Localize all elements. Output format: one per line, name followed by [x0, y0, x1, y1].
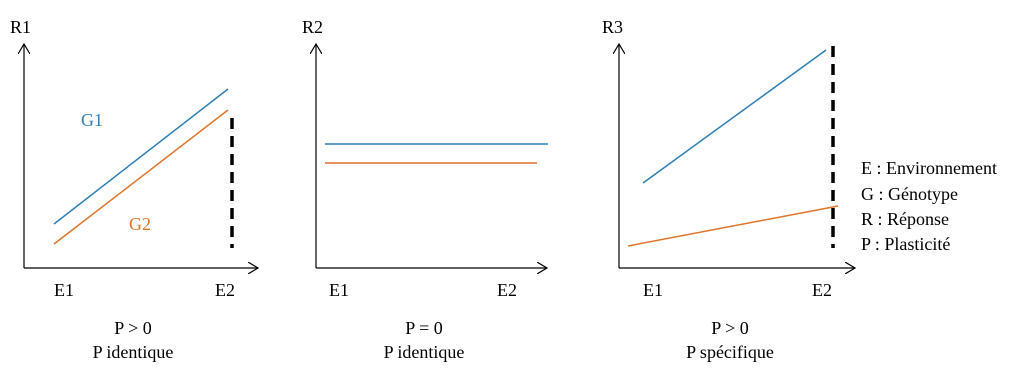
legend: E : Environnement G : Génotype R : Répon… [861, 158, 997, 254]
panel-1-caption-line2: P identique [93, 342, 174, 362]
panel-1-g2-label: G2 [129, 214, 151, 234]
panel-3: R3 E1 E2 P > 0 P spécifique [602, 17, 855, 362]
legend-item-plasticite: P : Plasticité [861, 234, 950, 254]
panel-3-g1-line [642, 49, 827, 184]
panel-3-x-start-label: E1 [643, 280, 663, 300]
panel-2: R2 E1 E2 P = 0 P identique [302, 17, 548, 362]
legend-item-genotype: G : Génotype [861, 184, 958, 204]
panel-1: R1 E1 E2 G1 G2 P > 0 P identique [10, 17, 258, 362]
panel-2-caption-line1: P = 0 [405, 318, 443, 338]
panel-1-y-label: R1 [10, 17, 31, 37]
panel-3-y-label: R3 [602, 17, 623, 37]
panel-1-x-end-label: E2 [215, 280, 235, 300]
panel-2-y-label: R2 [302, 17, 323, 37]
panel-2-x-end-label: E2 [497, 280, 517, 300]
panel-1-g1-label: G1 [81, 110, 103, 130]
panel-3-g2-line [627, 205, 839, 247]
panel-3-x-end-label: E2 [812, 280, 832, 300]
panel-1-caption-line1: P > 0 [114, 318, 152, 338]
panel-1-x-start-label: E1 [54, 280, 74, 300]
panel-3-caption-line2: P spécifique [686, 342, 774, 362]
legend-item-environnement: E : Environnement [861, 158, 997, 178]
panel-2-caption-line2: P identique [384, 342, 465, 362]
panel-1-g1-line [53, 88, 229, 225]
legend-item-reponse: R : Réponse [861, 209, 949, 229]
panel-3-caption-line1: P > 0 [711, 318, 749, 338]
panel-2-x-start-label: E1 [329, 280, 349, 300]
panel-1-g2-line [53, 109, 229, 245]
